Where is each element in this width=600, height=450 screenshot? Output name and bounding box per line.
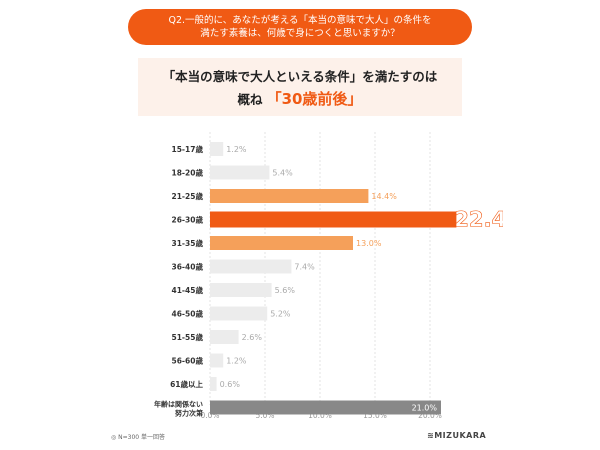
headline-line-2: 概ね 「30歳前後」: [138, 88, 462, 109]
value-label: 7.4%: [294, 263, 315, 272]
bar: [210, 400, 441, 415]
x-tick-label: 5.0%: [255, 411, 274, 420]
category-label: 46-50歳: [172, 309, 204, 319]
category-label: 15-17歳: [172, 144, 204, 154]
x-tick-label: 15.0%: [363, 411, 387, 420]
value-label: 22.4%: [454, 208, 503, 232]
bar: [210, 306, 268, 321]
bar: [210, 377, 217, 391]
bar: [210, 283, 272, 297]
bar: [210, 353, 224, 368]
headline-box: 「本当の意味で大人といえる条件」を満たすのは 概ね 「30歳前後」: [138, 58, 462, 116]
x-tick-label: 0.0%: [200, 411, 219, 420]
brand-logo: ≋MIZUKARA: [427, 431, 487, 440]
category-label: 努力次第: [175, 409, 203, 418]
category-label: 18-20歳: [172, 168, 204, 178]
category-label: 年齢は関係ない: [154, 400, 203, 409]
bar: [210, 211, 457, 228]
sample-size-note: ◎ N=300 単一回答: [111, 434, 166, 441]
category-label: 26-30歳: [172, 215, 204, 225]
headline-prefix: 概ね: [237, 92, 263, 107]
category-label: 61歳以上: [170, 379, 203, 389]
question-line-2: 満たす素養は、何歳で身につくと思いますか？: [200, 28, 400, 39]
value-label: 1.2%: [226, 145, 247, 154]
bar: [210, 165, 270, 180]
category-label: 36-40歳: [172, 262, 204, 272]
value-label: 1.2%: [226, 357, 247, 366]
question-line-1: Q2.一般的に、あなたが考える「本当の意味で大人」の条件を: [168, 15, 432, 26]
category-label: 41-45歳: [172, 285, 204, 295]
question-banner: Q2.一般的に、あなたが考える「本当の意味で大人」の条件を 満たす素養は、何歳で…: [128, 9, 472, 45]
x-tick-label: 10.0%: [308, 411, 332, 420]
bar-chart: 0.0% 5.0% 10.0% 15.0% 20.0% 15-17歳 1.2% 18-20歳 5…: [154, 132, 503, 420]
category-label: 56-60歳: [172, 356, 204, 366]
value-label: 0.6%: [220, 380, 241, 389]
value-label: 5.4%: [272, 169, 293, 178]
value-label: 14.4%: [371, 192, 397, 201]
value-label: 13.0%: [356, 239, 382, 248]
value-label: 5.2%: [270, 310, 291, 319]
category-label: 31-35歳: [172, 238, 204, 248]
headline-line-1: 「本当の意味で大人といえる条件」を満たすのは: [162, 69, 438, 84]
bar: [210, 236, 353, 250]
bar: [210, 142, 224, 156]
survey-card: Q2.一般的に、あなたが考える「本当の意味で大人」の条件を 満たす素養は、何歳で…: [97, 0, 503, 450]
bar: [210, 189, 369, 203]
value-label: 2.6%: [242, 333, 263, 342]
bar: [210, 330, 239, 344]
value-label: 5.6%: [275, 286, 296, 295]
bar: [210, 259, 292, 274]
category-label: 21-25歳: [172, 191, 204, 201]
category-label: 51-55歳: [172, 332, 204, 342]
x-tick-label: 20.0%: [418, 411, 442, 420]
headline-highlight: 「30歳前後」: [266, 90, 363, 108]
value-label: 21.0%: [412, 404, 438, 413]
